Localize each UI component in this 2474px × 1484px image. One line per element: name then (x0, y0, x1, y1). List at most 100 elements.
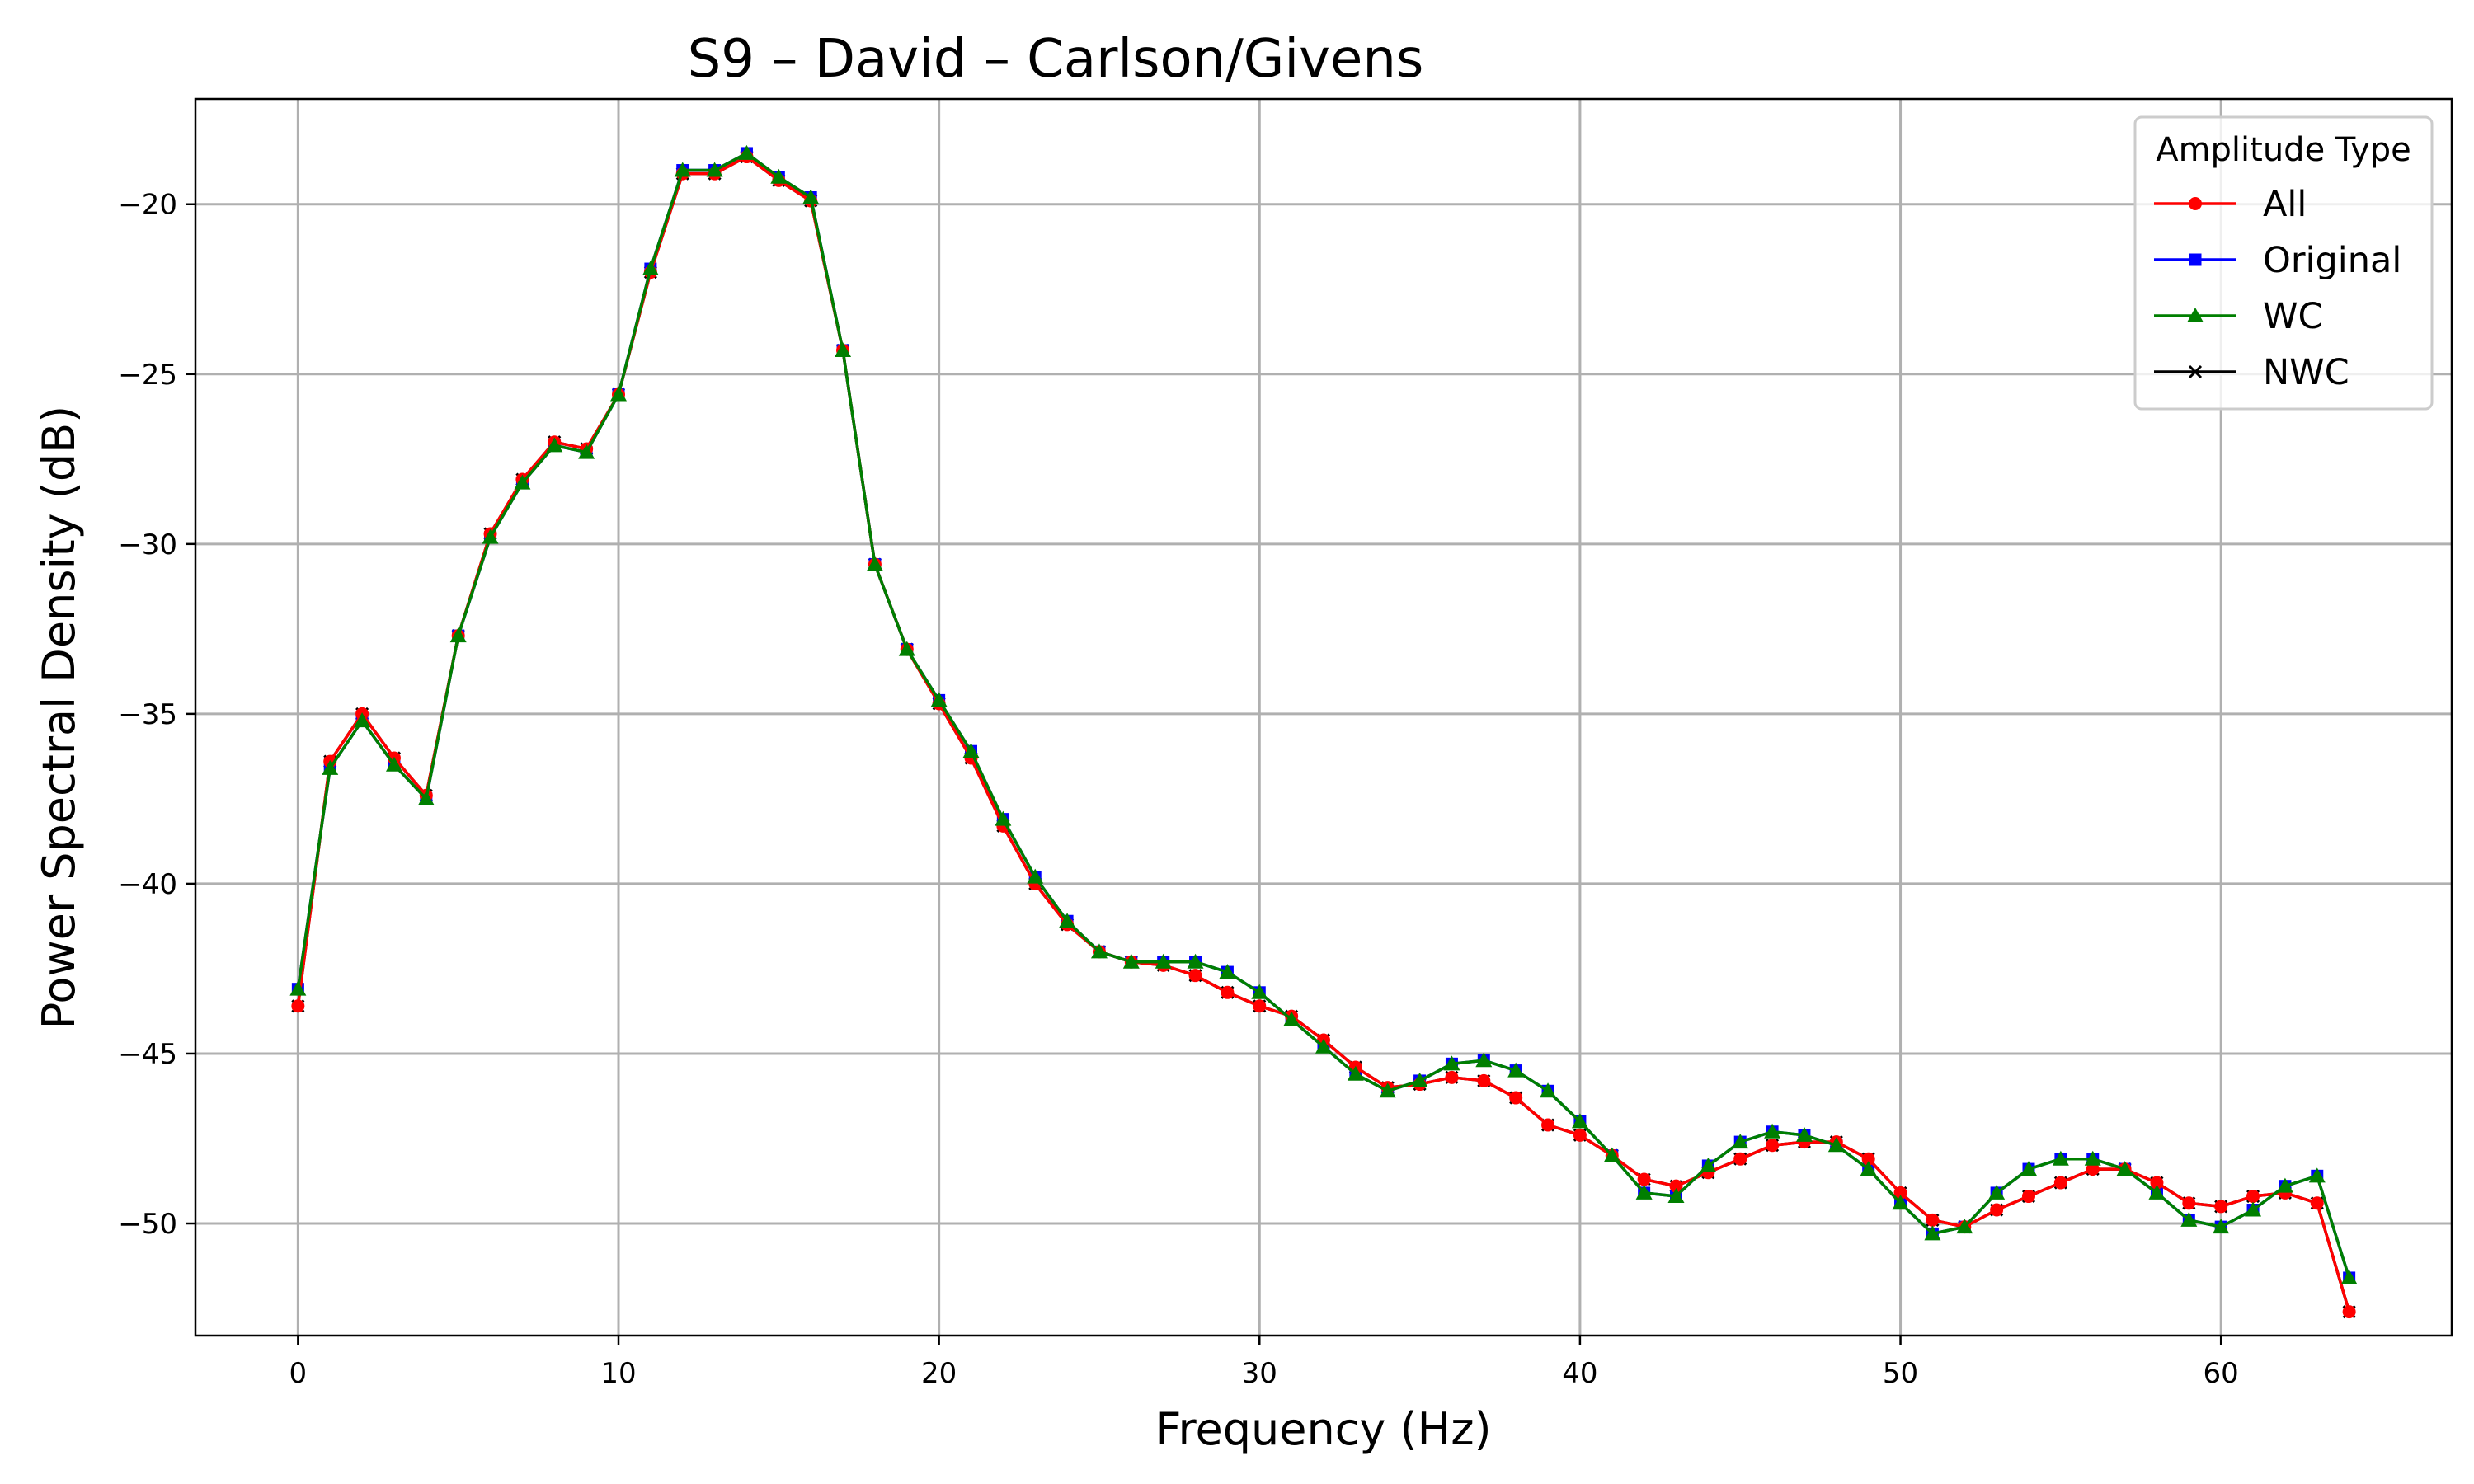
data-point-wc (1155, 953, 1172, 969)
data-point-wc (1347, 1065, 1364, 1081)
y-tick-label: −20 (118, 189, 177, 222)
data-point-wc (866, 556, 883, 571)
plot-area-frame (194, 97, 2453, 1337)
axis-ticks: 0 10 20 30 40 50 60 −20 −25 −30 −35 −40 −45 −50 (118, 189, 2239, 1390)
legend-entry-all: All (2154, 184, 2307, 225)
data-point-wc (2340, 1269, 2358, 1284)
data-point-wc (610, 386, 627, 402)
data-point-wc (1411, 1072, 1428, 1087)
data-point-wc (2020, 1161, 2037, 1176)
data-point-all (1990, 1203, 2004, 1217)
data-point-all (1188, 969, 1202, 983)
y-tick-label: −30 (118, 528, 177, 561)
legend-label-original: Original (2263, 240, 2401, 281)
series-nwc (291, 149, 2356, 1319)
y-tick-label: −25 (118, 359, 177, 392)
data-point-all (2086, 1162, 2100, 1176)
grid-lines (195, 99, 2452, 1336)
legend-marker-all (2189, 197, 2202, 210)
data-point-wc (1187, 953, 1204, 969)
data-point-wc (2116, 1161, 2133, 1176)
series-all (291, 150, 2356, 1319)
legend-entries: All Original WC NWC (2154, 184, 2401, 393)
series-lines (289, 144, 2358, 1319)
data-point-wc (322, 759, 339, 775)
data-point-wc (930, 692, 948, 707)
legend-title: Amplitude Type (2156, 131, 2411, 169)
data-point-all (2342, 1305, 2356, 1319)
y-tick-label: −50 (118, 1208, 177, 1241)
x-tick-label: 20 (921, 1357, 957, 1390)
data-point-wc (1507, 1062, 1525, 1078)
data-point-all (1926, 1213, 1940, 1227)
data-point-wc (578, 444, 595, 459)
data-point-wc (289, 980, 307, 996)
data-point-wc (1475, 1052, 1493, 1068)
data-point-all (2053, 1176, 2067, 1190)
data-point-all (1669, 1179, 1683, 1193)
data-point-wc (706, 162, 723, 177)
y-tick-label: −40 (118, 868, 177, 901)
data-point-wc (2052, 1150, 2069, 1166)
data-point-all (1861, 1152, 1875, 1166)
data-point-wc (1860, 1161, 1877, 1176)
data-point-wc (417, 790, 435, 805)
data-point-wc (962, 743, 980, 758)
data-point-wc (1732, 1134, 1749, 1149)
data-point-wc (1571, 1113, 1588, 1129)
legend-marker-nwc (2188, 364, 2203, 379)
data-point-wc (2308, 1167, 2326, 1183)
data-point-wc (385, 756, 402, 772)
data-point-all (2022, 1190, 2035, 1204)
data-point-wc (2213, 1219, 2230, 1234)
x-tick-label: 0 (289, 1357, 308, 1390)
data-point-wc (1603, 1147, 1620, 1162)
data-point-wc (354, 712, 371, 728)
data-point-wc (449, 627, 467, 643)
data-point-wc (2084, 1150, 2101, 1166)
data-point-all (1893, 1186, 1907, 1200)
data-point-wc (2148, 1184, 2166, 1200)
legend-label-nwc: NWC (2263, 352, 2349, 393)
legend-marker-wc (2187, 308, 2204, 322)
data-point-all (1445, 1070, 1459, 1084)
data-point-wc (1122, 953, 1140, 969)
series-line-wc (296, 152, 2351, 1279)
data-point-wc (2245, 1201, 2262, 1217)
data-point-all (1637, 1172, 1651, 1186)
y-tick-label: −45 (118, 1038, 177, 1071)
x-tick-label: 60 (2204, 1357, 2239, 1390)
data-point-wc (898, 641, 915, 656)
data-point-all (1477, 1073, 1491, 1087)
data-point-all (2150, 1176, 2164, 1190)
legend-entry-wc: WC (2154, 296, 2323, 337)
data-point-wc (1059, 913, 1076, 928)
data-point-all (2214, 1200, 2228, 1214)
x-axis-label: Frequency (Hz) (1155, 1403, 1491, 1455)
data-point-wc (1700, 1157, 1717, 1172)
data-point-all (1573, 1128, 1587, 1142)
data-point-wc (1892, 1195, 1909, 1210)
data-point-wc (995, 810, 1012, 826)
data-point-wc (835, 341, 852, 357)
data-point-wc (1795, 1126, 1813, 1142)
data-point-all (1733, 1152, 1747, 1166)
data-point-wc (1988, 1184, 2006, 1200)
data-point-wc (1924, 1225, 1941, 1241)
data-point-all (1253, 999, 1267, 1013)
data-point-wc (802, 189, 820, 204)
x-tick-label: 30 (1242, 1357, 1277, 1390)
data-point-all (2310, 1196, 2324, 1210)
data-point-wc (738, 144, 755, 160)
legend-label-all: All (2263, 184, 2307, 225)
series-wc (289, 144, 2358, 1284)
y-axis-label: Power Spectral Density (dB) (33, 406, 85, 1029)
legend: Amplitude Type All Original WC NWC (2133, 115, 2434, 411)
data-point-wc (2180, 1211, 2198, 1227)
data-point-wc (1635, 1184, 1653, 1200)
data-point-wc (1443, 1055, 1460, 1071)
legend-entry-original: Original (2154, 240, 2401, 281)
data-point-wc (1540, 1082, 1557, 1098)
